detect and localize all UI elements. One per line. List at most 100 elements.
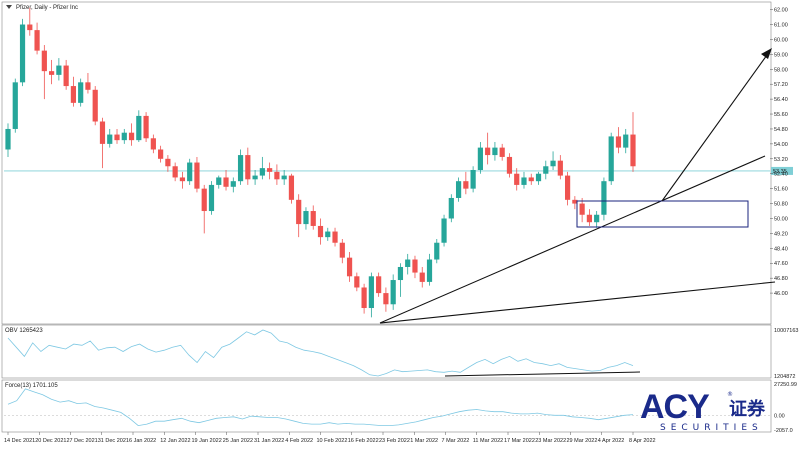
candle-body (557, 160, 563, 176)
price-tick-label: 51.60 (774, 187, 788, 193)
date-tick-label: 17 Mar 2022 (504, 438, 535, 444)
candle-body (623, 134, 629, 148)
candle-body (579, 203, 585, 215)
trendline-lower (379, 281, 776, 324)
force-group: 27250.99 0.00 -2057.0 (4, 382, 797, 434)
candle-body (521, 177, 527, 185)
current-price-tag (771, 166, 793, 175)
acy-logo: ACY ® 证券 SECURITIES (640, 388, 766, 433)
price-tick-label: 57.20 (774, 82, 788, 88)
candle-body (608, 136, 614, 182)
logo-chinese: 证券 (729, 398, 766, 419)
candle-body (528, 177, 534, 182)
candle-body (136, 115, 142, 141)
candle-body (70, 86, 77, 103)
price-tick-label: 58.00 (774, 67, 788, 73)
candle-body (208, 184, 215, 212)
obv-panel-title: OBV 1265423 (5, 328, 43, 334)
current-price-label: 53.35 (773, 169, 787, 175)
candle-body (63, 65, 69, 87)
candle-body (288, 175, 295, 200)
date-tick-label: 14 Dec 2021 (4, 438, 35, 444)
logo-securities: SECURITIES (660, 423, 763, 433)
price-tick-label: 48.40 (774, 246, 788, 252)
date-tick-label: 11 Mar 2022 (473, 438, 503, 444)
candle-body (383, 293, 389, 305)
candle-body (179, 177, 186, 182)
candle-body (27, 24, 33, 31)
trendline-upper (379, 155, 766, 324)
price-tick-label: 50.80 (774, 202, 788, 208)
candle-body (354, 276, 360, 288)
date-tick-label: 20 Dec 2021 (35, 438, 66, 444)
candle-body (245, 155, 251, 180)
date-tick-label: 10 Feb 2022 (317, 438, 348, 444)
candle-body (49, 71, 55, 75)
date-tick-label: 8 Apr 2022 (629, 438, 656, 444)
price-tick-label: 52.40 (774, 172, 788, 178)
date-tick-label: 19 Jan 2022 (192, 438, 222, 444)
price-tick-label: 62.00 (774, 8, 788, 14)
date-tick-label: 29 Mar 2022 (567, 438, 598, 444)
date-tick-label: 6 Jan 2022 (129, 438, 156, 444)
price-tick-label: 53.20 (774, 157, 788, 163)
price-tick-label: 47.60 (774, 261, 788, 267)
candle-body (419, 272, 425, 282)
candle-body (121, 132, 127, 141)
candle-body (317, 225, 324, 238)
candle-body (601, 181, 607, 215)
candle-body (368, 276, 374, 309)
candle-body (128, 132, 135, 141)
candle-body (376, 276, 382, 294)
candle-body (594, 214, 600, 223)
candle-body (448, 197, 454, 219)
candle-body (172, 166, 178, 178)
candle-body (34, 30, 40, 51)
candle-body (259, 168, 265, 176)
candle-body (237, 155, 244, 182)
candle-body (455, 181, 462, 198)
candle-body (12, 82, 18, 129)
main-panel-border (1, 1, 772, 325)
candle-body (92, 89, 98, 122)
candle-body (143, 115, 149, 139)
candle-body (114, 134, 120, 141)
candle-body (390, 280, 396, 305)
candle-body (346, 257, 353, 277)
date-tick-label: 27 Dec 2021 (67, 438, 98, 444)
projection-arrow-shaft (661, 54, 768, 202)
date-tick-label: 31 Jan 2022 (254, 438, 284, 444)
candle-body (310, 211, 316, 226)
candle-body (477, 147, 483, 170)
candle-body (158, 149, 164, 159)
candle-body (107, 134, 113, 144)
price-tick-label: 56.40 (774, 97, 788, 103)
candle-body (470, 169, 476, 189)
candle-body (441, 218, 447, 243)
candle-body (564, 175, 571, 200)
candle-body (572, 199, 578, 204)
candle-body (426, 259, 433, 282)
price-tick-label: 55.60 (774, 112, 788, 118)
candle-body (5, 128, 11, 150)
candle-body (499, 147, 505, 157)
candle-body (485, 147, 491, 156)
candle-body (19, 24, 26, 83)
force-panel-border (1, 379, 772, 433)
candle-body (296, 199, 302, 225)
candle-body (332, 231, 338, 243)
candle-body (223, 177, 229, 187)
obv-series-line (7, 329, 634, 377)
candle-body (56, 65, 62, 75)
candle-body (339, 242, 345, 258)
candle-body (41, 50, 47, 72)
logo-registered-mark: ® (727, 391, 733, 398)
candle-body (187, 162, 193, 182)
price-axis-group: 62.00 61.00 60.00 59.00 58.00 57.20 56.40 55.60… (770, 8, 788, 297)
candle-body (412, 259, 418, 273)
candle-body (514, 173, 520, 185)
current-price-line-group: 53.35 (4, 166, 793, 175)
candle-body (194, 162, 200, 189)
